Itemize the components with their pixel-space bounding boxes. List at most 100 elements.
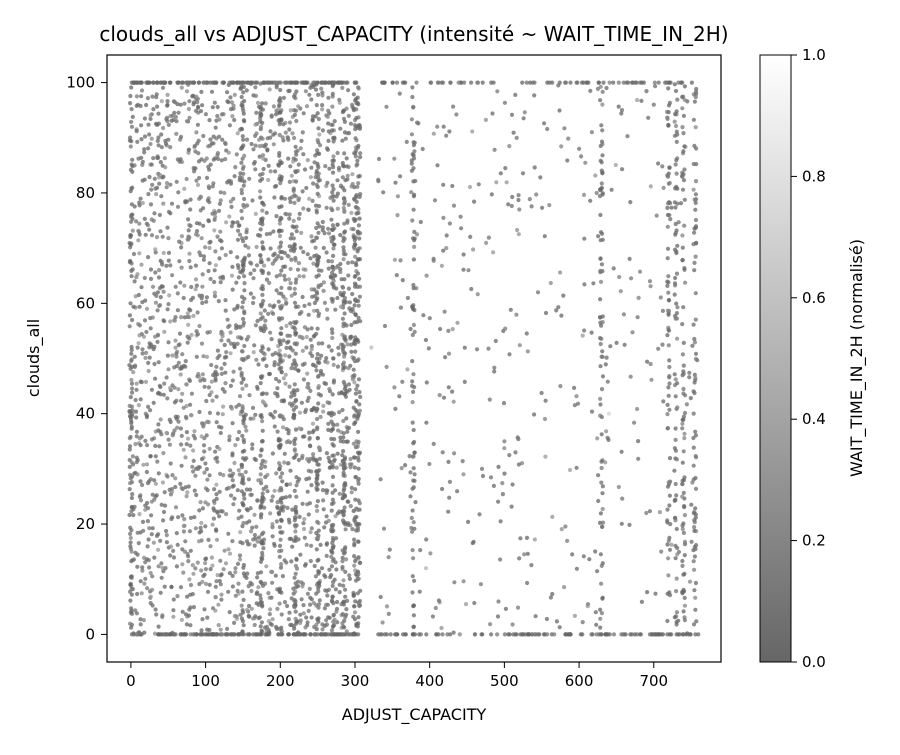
data-point	[320, 107, 325, 112]
data-point	[587, 557, 592, 562]
data-point	[250, 442, 255, 447]
data-point	[358, 155, 363, 160]
data-point	[672, 615, 677, 620]
data-point	[256, 362, 261, 367]
data-point	[673, 377, 678, 382]
data-point	[143, 379, 149, 384]
data-point	[277, 525, 282, 530]
data-point	[232, 307, 237, 312]
data-point	[229, 474, 234, 479]
data-point	[349, 210, 354, 215]
data-point	[228, 351, 233, 356]
data-point	[379, 632, 384, 637]
data-point	[169, 118, 174, 123]
data-point	[204, 175, 210, 180]
data-point	[557, 625, 562, 630]
data-point	[266, 177, 271, 183]
data-point	[292, 632, 297, 637]
data-point	[357, 216, 362, 221]
data-point	[149, 162, 154, 167]
data-point	[162, 381, 167, 386]
data-point	[693, 475, 698, 481]
data-point	[153, 454, 158, 459]
data-point	[212, 228, 217, 233]
data-point	[292, 135, 297, 141]
data-point	[344, 607, 349, 612]
data-point	[286, 517, 291, 522]
data-point	[305, 457, 310, 462]
data-point	[240, 404, 245, 409]
data-point	[158, 538, 163, 543]
y-tick-label: 100	[66, 74, 95, 92]
data-point	[305, 591, 310, 596]
data-point	[665, 333, 670, 338]
data-point	[217, 201, 222, 206]
data-point	[450, 389, 455, 394]
data-point	[326, 231, 332, 236]
data-point	[212, 268, 217, 273]
data-point	[680, 563, 685, 569]
data-point	[140, 519, 146, 525]
data-point	[174, 531, 179, 536]
data-point	[276, 163, 281, 168]
data-point	[357, 408, 362, 413]
data-point	[201, 254, 207, 259]
data-point	[143, 576, 148, 581]
data-point	[356, 206, 361, 211]
data-point	[191, 102, 196, 107]
data-point	[288, 164, 293, 169]
data-point	[496, 499, 501, 504]
data-point	[660, 164, 665, 169]
x-tick-label: 300	[341, 672, 370, 690]
data-point	[184, 119, 189, 124]
data-point	[308, 558, 313, 564]
data-point	[322, 606, 327, 611]
data-point	[204, 295, 209, 300]
data-point	[158, 229, 163, 234]
data-point	[315, 111, 320, 116]
data-point	[218, 509, 223, 514]
data-point	[212, 100, 217, 105]
data-point	[206, 144, 211, 149]
data-point	[675, 201, 680, 206]
data-point	[293, 398, 298, 403]
data-point	[693, 486, 699, 491]
data-point	[143, 298, 148, 303]
data-point	[135, 139, 140, 144]
data-point	[688, 632, 693, 637]
data-point	[180, 391, 185, 396]
data-point	[235, 237, 241, 242]
data-point	[137, 232, 142, 237]
data-point	[428, 551, 433, 556]
data-point	[153, 270, 158, 275]
data-point	[342, 625, 347, 630]
data-point	[667, 632, 673, 637]
data-point	[352, 341, 358, 347]
data-point	[353, 497, 358, 502]
colorbar-tick-label: 0.6	[802, 289, 826, 307]
data-point	[340, 555, 345, 561]
data-point	[156, 135, 161, 140]
data-point	[687, 370, 692, 375]
data-point	[280, 425, 286, 430]
data-point	[182, 186, 187, 191]
data-point	[665, 518, 670, 523]
data-point	[197, 508, 202, 513]
data-point	[128, 472, 133, 477]
data-point	[680, 125, 685, 130]
data-point	[293, 609, 298, 614]
data-point	[572, 385, 577, 390]
data-point	[239, 603, 244, 608]
data-point	[206, 219, 211, 224]
data-point	[260, 292, 265, 297]
data-point	[260, 176, 265, 182]
data-point	[153, 376, 158, 381]
data-point	[274, 214, 279, 219]
data-point	[149, 187, 154, 192]
data-point	[503, 606, 508, 612]
data-point	[355, 591, 360, 596]
data-point	[230, 573, 235, 579]
data-point	[357, 294, 362, 299]
data-point	[302, 167, 308, 172]
data-point	[327, 386, 332, 392]
